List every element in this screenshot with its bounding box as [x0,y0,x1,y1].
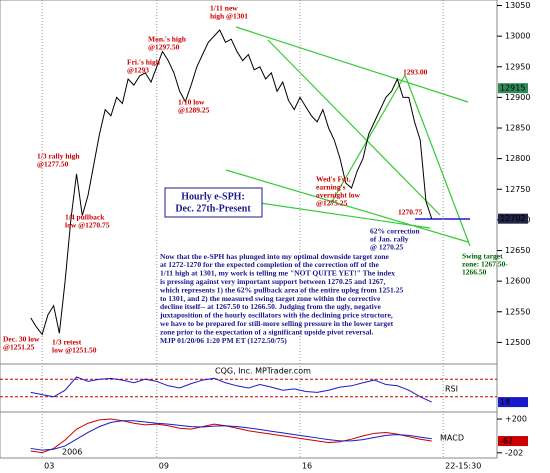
annotation: @1289.25 [178,106,210,115]
annotation: Dec. 30 low [3,335,40,344]
last-value-box [498,397,528,408]
annotation: @1277.50 [37,160,69,169]
annotation: 1/10 low [178,98,205,107]
y-tick-label: 12900 [505,93,530,102]
commentary: to 1301, and 2) the measured swing targe… [160,294,381,303]
annotation: 1/11 new [210,4,238,13]
x-tick-label: 16 [302,462,312,471]
commentary: MJP 01/20/06 1:20 PM ET (1272.50/75) [160,336,287,345]
y-tick-label: -202 [505,448,523,457]
annotation: 62% correction [370,227,420,236]
panel-label: MACD [440,434,464,443]
annotation: 1270.75 [398,208,423,217]
annotation: @1297.50 [148,43,180,52]
commentary: is pressing against very important suppo… [160,277,385,286]
annotation: low @1251.50 [52,346,97,355]
annotation: Fri.'s high [127,58,161,67]
y-tick-label: 12550 [505,307,530,316]
y-tick-label: 12600 [505,277,530,286]
commentary: decline itself-- at 1267.50 to 1266.50. … [160,302,382,311]
source-label: CQG, Inc. MPTrader.com [215,367,311,376]
y-tick-label: 13050 [505,1,530,10]
annotation: 1266.50 [462,268,487,277]
last-value-box-label: 18 [500,398,510,407]
y-tick-label: +200 [505,415,527,424]
y-tick-label: 12750 [505,185,530,194]
y-tick-label: 13000 [505,32,530,41]
x-tick-label: 22-15:30 [445,462,481,471]
annotation: 1/3 rally high [37,152,80,161]
price-box [498,83,528,94]
annotation: earning's [316,183,346,192]
chart-title: Dec. 27th-Present [175,203,251,214]
y-tick-label: 12650 [505,246,530,255]
y-tick-label: 12800 [505,154,530,163]
annotation: 1/3 retest [52,338,82,347]
last-value-box [498,436,528,447]
x-tick-label: 09 [159,462,169,471]
annotation: @1251.25 [3,343,35,352]
plot-frame [0,0,498,459]
panel-label: RSI [445,385,458,394]
commentary: we have to be prepared for still-more se… [160,319,394,328]
annotation: zone: 1267.50- [462,260,508,269]
annotation: low @1270.75 [65,221,110,230]
commentary: at 1272-1270 for the expected completion… [160,260,379,269]
annotation: @1275.25 [316,199,348,208]
commentary: Now that the e-SPH has plunged into my o… [160,252,390,261]
data-line [30,29,433,336]
commentary: 1/11 high at 1301, my work is telling me… [160,269,395,278]
last-value-box-label: 12702 [500,214,525,223]
annotation: Mon.'s high [148,35,187,44]
annotation: high @1301 [210,12,248,21]
annotation: 1293.00 [403,68,428,77]
x-year-label: 2006 [62,448,82,457]
commentary: zone prior to the expectation of a signi… [160,327,373,336]
annotation: overnight low [316,191,361,200]
annotation: 1/4 pullback [65,213,105,222]
x-tick-label: 03 [44,462,54,471]
annotation: Swing target [462,252,503,261]
commentary: which represents 1) the 62% pullback are… [160,285,404,294]
price-box-label: 12915 [500,84,525,93]
last-value-box-label: -62 [500,437,513,446]
y-tick-label: 12950 [505,62,530,71]
data-line [30,420,432,451]
commentary: juxtaposition of the hourly oscillators … [159,311,393,320]
last-value-box [498,213,528,224]
annotation: of Jan. rally [370,235,409,244]
annotation: @ 1270.25 [370,243,403,252]
data-line [30,376,432,403]
title-box [164,187,263,218]
chart-title: Hourly e-SPH: [181,191,245,202]
annotation: @1293 [127,66,149,75]
data-line [30,418,432,454]
y-tick-label: 12850 [505,124,530,133]
y-tick-label: 12500 [505,338,530,347]
annotation: Wed's Fut. [316,175,351,184]
